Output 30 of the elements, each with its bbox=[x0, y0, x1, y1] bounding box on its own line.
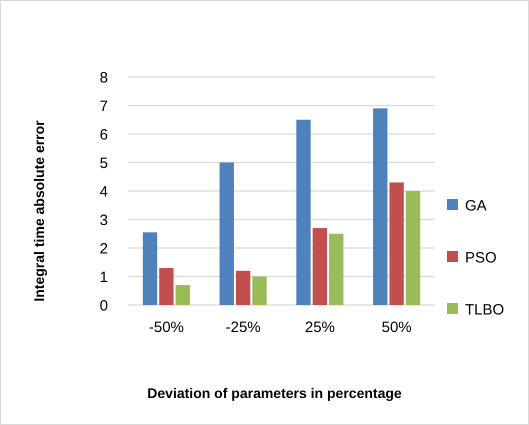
legend-label: PSO bbox=[465, 249, 497, 266]
y-tick-label: 2 bbox=[100, 240, 108, 258]
bar bbox=[406, 191, 420, 305]
bar bbox=[329, 234, 344, 305]
bar bbox=[373, 108, 388, 305]
x-tick-label: 25% bbox=[304, 319, 335, 336]
y-axis-title: Integral time absolute error bbox=[31, 120, 47, 302]
y-tick-label: 5 bbox=[100, 154, 108, 172]
legend-label: TLBO bbox=[465, 301, 504, 318]
x-tick-label: -25% bbox=[226, 319, 261, 336]
legend-label: GA bbox=[465, 197, 487, 214]
x-tick-label: 50% bbox=[382, 319, 412, 336]
y-tick-label: 3 bbox=[100, 212, 108, 229]
x-axis-title: Deviation of parameters in percentage bbox=[147, 385, 402, 401]
y-tick-label: 1 bbox=[100, 268, 108, 286]
y-tick-label: 7 bbox=[100, 98, 108, 115]
bar bbox=[389, 182, 404, 305]
bar bbox=[220, 162, 234, 305]
y-tick-label: 0 bbox=[100, 297, 108, 314]
bar bbox=[142, 232, 158, 305]
y-tick-label: 8 bbox=[100, 69, 108, 86]
bar bbox=[176, 285, 190, 305]
bar bbox=[159, 268, 174, 305]
bar bbox=[296, 120, 311, 305]
y-tick-label: 4 bbox=[100, 183, 108, 200]
bar bbox=[312, 228, 328, 305]
x-tick-label: -50% bbox=[148, 319, 184, 336]
bar bbox=[236, 270, 250, 305]
bar bbox=[252, 276, 267, 305]
y-tick-label: 6 bbox=[100, 126, 108, 144]
